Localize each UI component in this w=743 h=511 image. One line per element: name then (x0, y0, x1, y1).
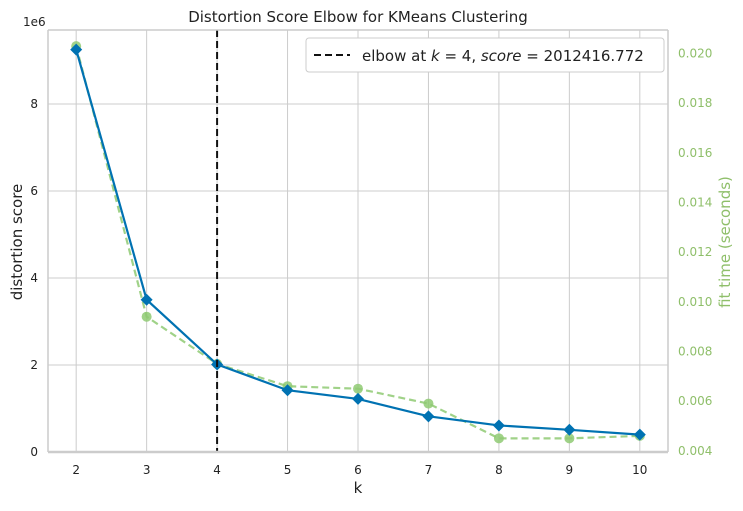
legend-prefix: elbow at (362, 47, 431, 65)
legend-label: elbow at k = 4, score = 2012416.772 (362, 47, 644, 65)
fit-time-point (564, 433, 575, 444)
y-tick-label: 4 (30, 271, 38, 285)
legend-mid: = 4, (440, 47, 481, 65)
y2-tick-label: 0.018 (678, 96, 712, 110)
y2-tick-labels: 0.004 0.006 0.008 0.010 0.012 0.014 0.016 0.018… (678, 47, 712, 458)
x-tick-labels: 2 3 4 5 6 7 8 9 10 (72, 463, 647, 477)
y2-tick-label: 0.006 (678, 394, 712, 408)
y-tick-label: 8 (30, 97, 38, 111)
x-tick-label: 9 (566, 463, 574, 477)
legend-score: score (481, 47, 522, 65)
chart-title: Distortion Score Elbow for KMeans Cluste… (188, 8, 528, 26)
x-tick-label: 7 (425, 463, 433, 477)
distortion-point (281, 384, 294, 397)
x-tick-label: 2 (72, 463, 80, 477)
y2-tick-label: 0.010 (678, 295, 712, 309)
fit-time-point (423, 398, 434, 409)
y2-tick-label: 0.008 (678, 344, 712, 358)
fit-time-point (353, 383, 363, 394)
y-tick-labels: 0 2 4 6 8 (30, 97, 38, 459)
x-tick-label: 6 (354, 463, 362, 477)
y-tick-label: 2 (30, 358, 38, 372)
y-axis-label: distortion score (8, 184, 26, 301)
fit-time-point (141, 311, 152, 322)
x-tick-label: 3 (143, 463, 151, 477)
legend-suffix: = 2012416.772 (522, 47, 644, 65)
axes-frame (47, 29, 669, 454)
x-tick-label: 8 (495, 463, 503, 477)
distortion-point (422, 410, 435, 423)
x-tick-label: 5 (284, 463, 292, 477)
y2-tick-label: 0.016 (678, 146, 712, 160)
distortion-point (492, 419, 505, 432)
distortion-point (633, 428, 646, 441)
y-offset-label: 1e6 (23, 15, 46, 29)
y2-tick-label: 0.020 (678, 47, 712, 61)
legend-k: k (431, 47, 441, 65)
distortion-point (563, 423, 576, 436)
y2-tick-label: 0.014 (678, 196, 712, 210)
y-tick-label: 6 (30, 184, 38, 198)
x-tick-label: 10 (632, 463, 647, 477)
y-tick-label: 0 (30, 445, 38, 459)
distortion-point (352, 392, 364, 405)
y2-axis-label: fit time (seconds) (716, 176, 734, 308)
fit-time-point (493, 433, 504, 444)
distortion-point (70, 43, 83, 56)
legend: elbow at k = 4, score = 2012416.772 (305, 37, 665, 73)
distortion-series (70, 43, 646, 441)
x-tick-label: 4 (213, 463, 221, 477)
x-axis-label: k (354, 479, 363, 497)
y2-tick-label: 0.012 (678, 245, 712, 259)
distortion-point (140, 293, 153, 306)
legend-box (305, 37, 665, 73)
y2-tick-label: 0.004 (678, 444, 712, 458)
